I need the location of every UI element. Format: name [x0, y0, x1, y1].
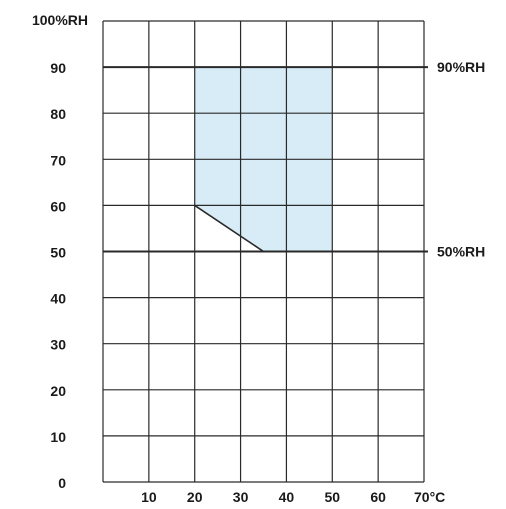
y-tick-label-50: 50 [50, 245, 66, 261]
boundary-line-layer [103, 66, 428, 253]
x-tick-label-20: 20 [187, 489, 203, 505]
y-tick-label-40: 40 [50, 291, 66, 307]
y-tick-label-0: 0 [58, 475, 66, 491]
x-tick-label-50: 50 [324, 489, 340, 505]
x-tick-label-10: 10 [141, 489, 157, 505]
tick-label-layer: 90%RH 50%RH 0 10 20 30 40 50 60 70 80 90 100%RH 10 20 3… [32, 12, 485, 505]
x-tick-label-30: 30 [233, 489, 249, 505]
y-tick-label-30: 30 [50, 337, 66, 353]
x-tick-label-60: 60 [370, 489, 386, 505]
y-tick-label-80: 80 [50, 106, 66, 122]
x-tick-label-40: 40 [279, 489, 295, 505]
y-tick-label-60: 60 [50, 198, 66, 214]
y-tick-label-10: 10 [50, 429, 66, 445]
y-tick-label-100: 100%RH [32, 12, 88, 28]
x-tick-label-70: 70°C [414, 489, 445, 505]
y-tick-label-20: 20 [50, 383, 66, 399]
region-diagonal-boundary [194, 204, 264, 253]
y-tick-label-90: 90 [50, 60, 66, 76]
y-tick-label-70: 70 [50, 152, 66, 168]
reference-label-50: 50%RH [437, 244, 485, 260]
reference-label-90: 90%RH [437, 59, 485, 75]
